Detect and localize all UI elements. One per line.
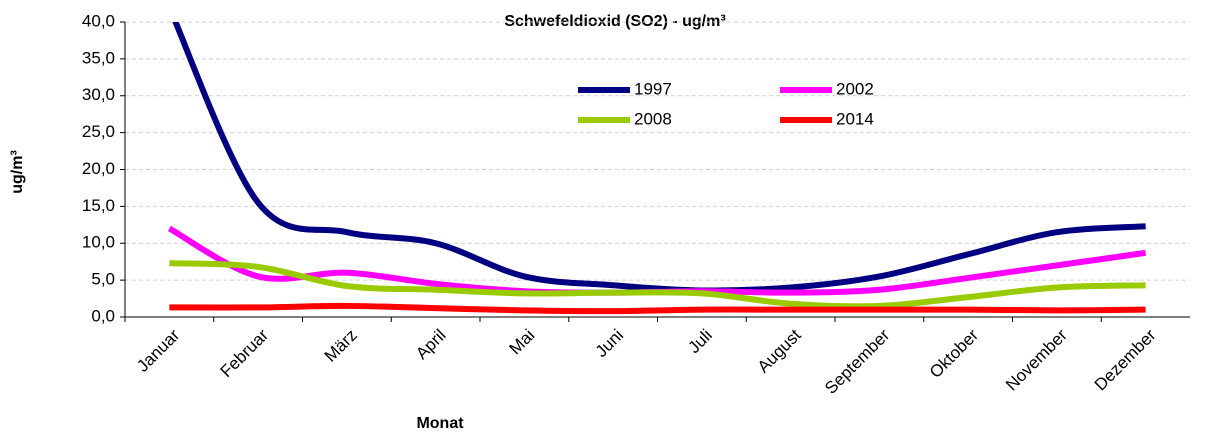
y-tick-label: 0,0	[91, 306, 115, 325]
x-tick-label: Juni	[592, 326, 627, 361]
series-line	[167, 225, 1147, 296]
y-tick-label: 30,0	[82, 85, 115, 104]
y-tick-label: 20,0	[82, 159, 115, 178]
y-tick-label: 5,0	[91, 270, 115, 289]
x-tick-label: September	[821, 325, 893, 397]
series-line	[169, 260, 1146, 310]
x-tick-label: Juli	[684, 326, 715, 357]
x-tick-label: Februar	[217, 325, 273, 381]
series-line	[172, 22, 1146, 294]
y-tick-label: 25,0	[82, 122, 115, 141]
x-tick-label: Mai	[506, 326, 539, 359]
x-tick-label: Dezember	[1091, 325, 1160, 394]
x-tick-label: August	[754, 325, 805, 376]
x-axis-title: Monat	[416, 415, 464, 432]
series-line	[169, 302, 1146, 315]
y-axis-title: ug/m³	[9, 150, 26, 194]
x-tick-label: Oktober	[926, 325, 982, 381]
legend-label: 2002	[836, 79, 874, 98]
y-tick-label: 35,0	[82, 48, 115, 67]
x-tick-label: März	[321, 326, 361, 366]
legend-label: 2008	[634, 109, 672, 128]
x-tick-label: Januar	[133, 325, 183, 375]
legend-label: 1997	[634, 79, 672, 98]
legend-label: 2014	[836, 109, 874, 128]
y-tick-label: 15,0	[82, 196, 115, 215]
x-tick-label: April	[412, 326, 449, 363]
x-tick-label: November	[1002, 325, 1071, 394]
y-tick-label: 10,0	[82, 233, 115, 252]
y-tick-label: 40,0	[82, 11, 115, 30]
